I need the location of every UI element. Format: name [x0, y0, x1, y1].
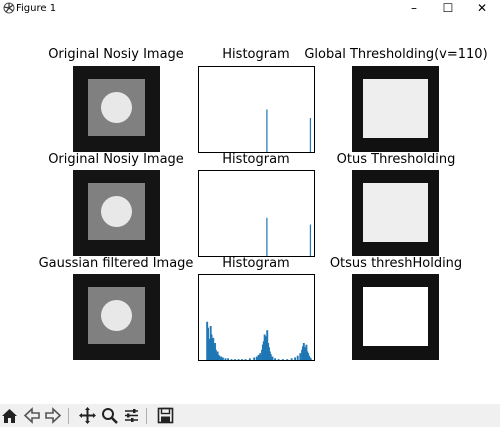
subplot-title: Otus Thresholding — [336, 152, 456, 167]
window-title: Figure 1 — [16, 3, 57, 14]
subplot-title: Histogram — [222, 152, 290, 167]
save-icon[interactable] — [156, 406, 175, 425]
histogram-bar — [281, 359, 284, 360]
histogram-bar — [277, 359, 280, 360]
home-icon[interactable] — [0, 406, 19, 425]
subplot-title: Otsus threshHolding — [329, 256, 463, 271]
configure-subplots-icon[interactable] — [122, 406, 141, 425]
histogram-bar — [266, 109, 268, 152]
histogram-svg — [266, 217, 312, 256]
histogram-bar — [227, 358, 230, 360]
otsu-threshold-gaussian-image — [352, 274, 439, 360]
histogram-bar — [234, 359, 236, 360]
histogram-bar — [309, 118, 312, 152]
gaussian-filtered-image — [73, 274, 160, 360]
histogram-bar — [253, 357, 256, 360]
zoom-icon[interactable] — [100, 406, 119, 425]
histogram-plot — [198, 274, 315, 361]
histogram-bar — [299, 353, 302, 360]
threshold-square — [363, 183, 428, 242]
histogram-bar — [309, 224, 312, 256]
minimize-button[interactable]: – — [411, 1, 417, 15]
pan-icon[interactable] — [78, 406, 97, 425]
light-circle — [101, 92, 132, 123]
histogram-bar — [244, 359, 247, 360]
original-noisy-image — [73, 170, 160, 256]
histogram-bar — [294, 357, 297, 360]
histogram-bar — [274, 358, 277, 360]
close-button[interactable]: ✕ — [476, 1, 488, 15]
histogram-bar — [241, 359, 243, 360]
histogram-bar — [230, 359, 233, 360]
histogram-bar — [309, 358, 312, 360]
histogram-bar — [257, 354, 260, 360]
toolbar-separator — [146, 408, 147, 424]
subplot-title: Global Thresholding(v=110) — [304, 47, 488, 62]
subplot-title: Histogram — [222, 256, 290, 271]
subplot-title: Original Nosiy Image — [48, 47, 184, 62]
histogram-bar — [237, 359, 240, 360]
window-titlebar: Figure 1 – ☐ ✕ — [0, 0, 500, 18]
histogram-bar — [224, 358, 227, 360]
subplot-title: Original Nosiy Image — [48, 152, 184, 167]
subplot-title: Gaussian filtered Image — [38, 256, 194, 271]
histogram-bar — [218, 355, 221, 360]
original-noisy-image — [73, 66, 160, 152]
subplot-title: Histogram — [222, 47, 290, 62]
histogram-svg — [266, 109, 312, 152]
light-circle — [101, 300, 132, 331]
toolbar-separator — [68, 408, 69, 424]
navigation-toolbar — [0, 404, 500, 427]
histogram-bar — [271, 356, 274, 360]
histogram-bar — [221, 357, 224, 360]
back-arrow-icon[interactable] — [22, 406, 41, 425]
threshold-square — [363, 79, 428, 138]
histogram-bar — [255, 356, 258, 360]
histogram-bar — [269, 354, 272, 360]
light-circle — [101, 196, 132, 227]
histogram-svg — [206, 321, 312, 360]
histogram-bar — [248, 358, 251, 360]
histogram-bar — [259, 353, 262, 360]
threshold-square — [363, 287, 428, 346]
histogram-plot — [198, 170, 315, 257]
matplotlib-logo-icon — [3, 2, 15, 14]
histogram-plot — [198, 66, 315, 153]
histogram-bar — [220, 356, 223, 360]
histogram-bar — [296, 355, 299, 360]
global-threshold-image — [352, 66, 439, 152]
forward-arrow-icon[interactable] — [44, 406, 63, 425]
maximize-button[interactable]: ☐ — [442, 1, 454, 15]
histogram-bar — [266, 217, 268, 256]
histogram-bar — [290, 358, 293, 360]
histogram-bar — [286, 359, 289, 360]
otsu-threshold-image — [352, 170, 439, 256]
